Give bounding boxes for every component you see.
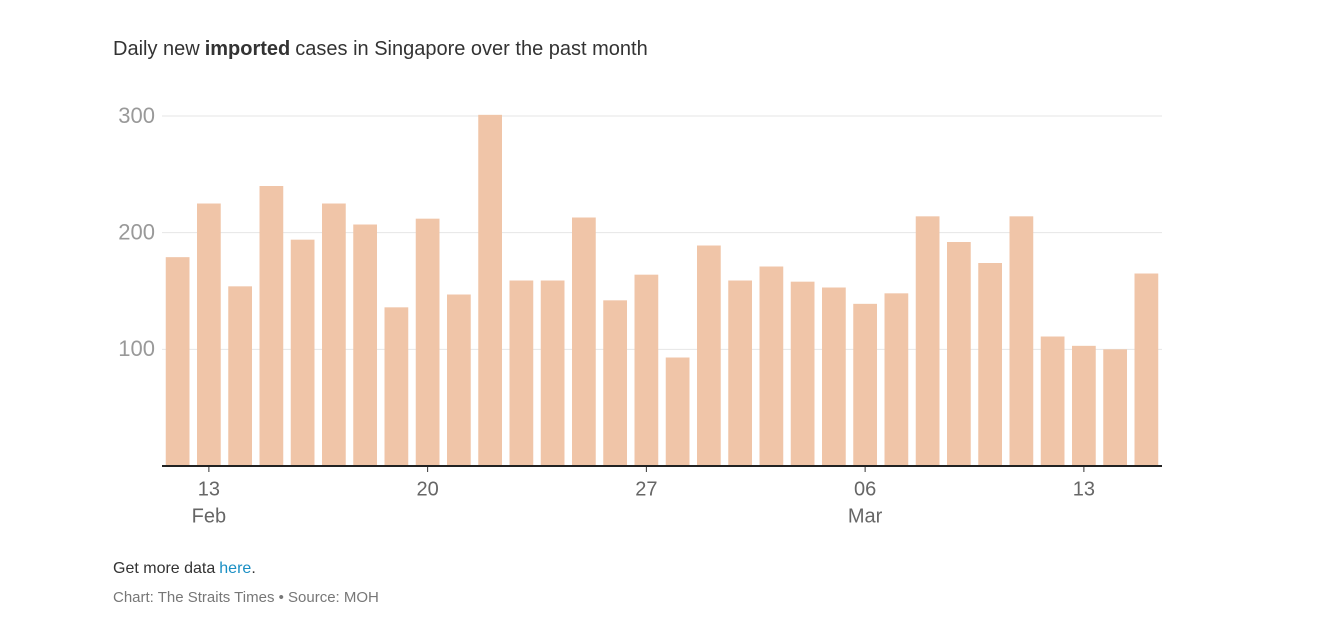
bar [884,293,909,466]
footer: Get more data here. [113,560,256,578]
bar [1103,349,1127,466]
x-tick-label: 13 [198,478,220,500]
bar [915,216,940,466]
title-part: cases in Singapore over the past month [295,38,648,60]
x-month-label: Feb [192,505,226,527]
bar [415,218,440,466]
bar [759,266,784,466]
y-tick-label: 300 [118,103,155,128]
bar [228,286,252,466]
bar [478,114,502,466]
bar [509,280,534,466]
bar [822,287,846,466]
x-tick-label: 13 [1073,478,1095,500]
bar [728,280,752,466]
bar [665,357,690,466]
x-tick-label: 27 [635,478,657,500]
chart-title: Daily new imported cases in Singapore over… [113,38,653,61]
bar [322,203,346,466]
bar [384,307,409,466]
bar [1072,345,1096,466]
x-month-label: Mar [848,505,883,527]
bar [447,294,471,466]
bar [290,239,315,466]
footer-text: Get more data [113,560,216,577]
bar [1134,273,1159,466]
title-bold: imported [204,38,291,60]
bar [353,224,377,466]
y-tick-label: 100 [118,336,155,361]
x-tick-label: 06 [854,478,876,500]
bar [572,217,596,466]
y-tick-label: 200 [118,219,155,244]
bar [197,203,221,466]
bar [947,242,971,466]
bar [1009,216,1034,466]
footer-link[interactable]: here [219,560,252,577]
title-part: Daily new [113,38,200,60]
bar [165,257,190,466]
bar [697,245,721,466]
bar [1040,336,1065,466]
bar [978,263,1002,466]
bar [790,281,815,466]
source: Chart: The Straits Times • Source: MOH [113,589,379,606]
bar [603,300,627,466]
bar [853,303,877,466]
bar [540,280,565,466]
x-tick-label: 20 [417,478,439,500]
bar [259,186,284,466]
footer-end: . [251,560,256,577]
bar [634,274,659,466]
